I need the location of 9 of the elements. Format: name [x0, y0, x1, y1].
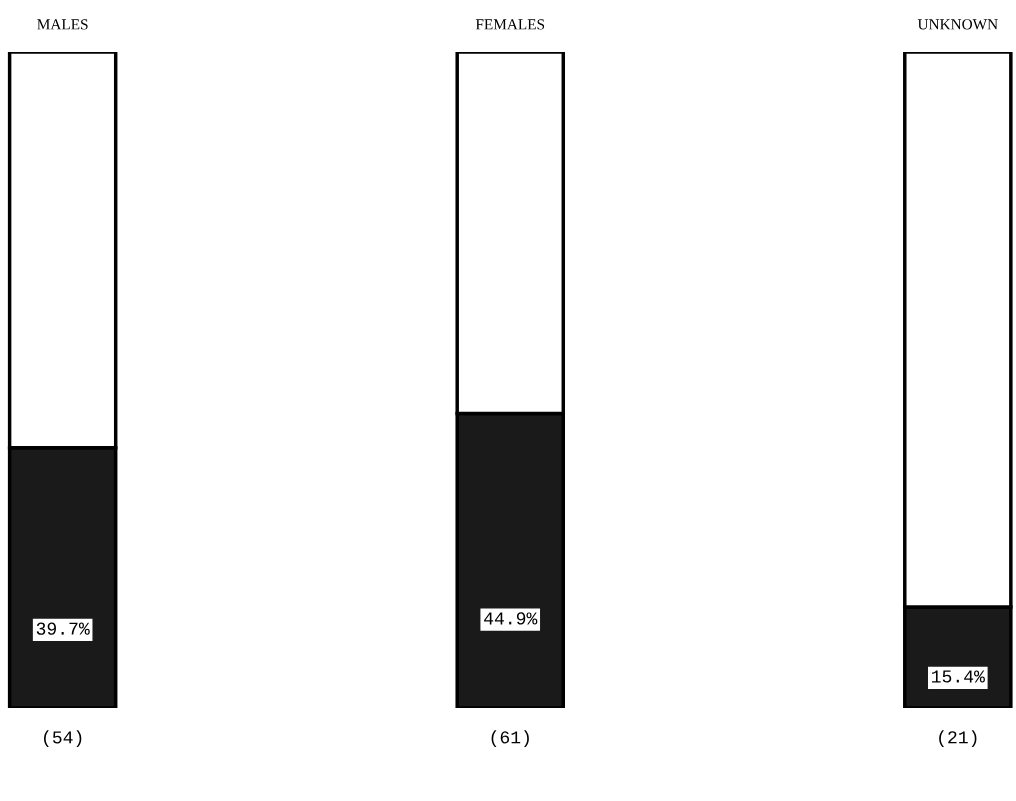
data-label: 15.4% — [932, 670, 985, 683]
data-label: 39.7% — [36, 622, 90, 635]
x-tick-label: MALES — [37, 19, 88, 30]
x-tick-label: UNKNOWN — [917, 19, 998, 30]
text: (54) — [44, 730, 82, 748]
text: (61) — [491, 730, 529, 748]
text: (21) — [939, 730, 977, 748]
data-label: 44.9% — [484, 612, 538, 625]
x-tick-label: FEMALES — [475, 19, 545, 30]
